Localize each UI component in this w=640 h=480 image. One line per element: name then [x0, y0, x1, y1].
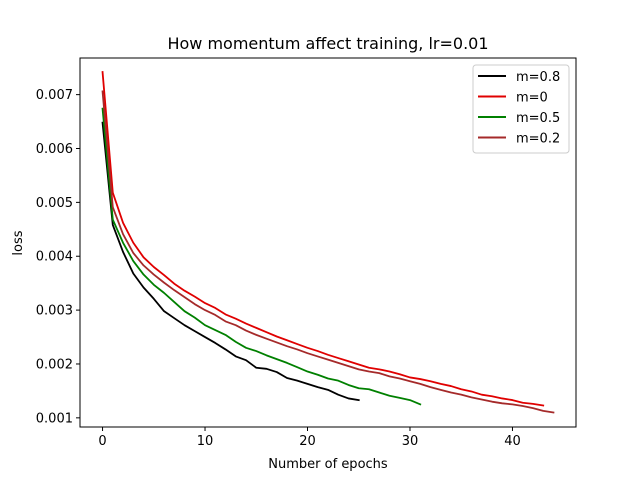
x-tick-label: 30 — [402, 434, 419, 449]
chart-title: How momentum affect training, lr=0.01 — [167, 34, 488, 53]
y-tick-label: 0.006 — [36, 142, 73, 157]
y-tick-label: 0.002 — [36, 357, 73, 372]
legend-label: m=0.5 — [516, 111, 560, 126]
legend: m=0.8 m=0 m=0.5 m=0.2 — [472, 64, 570, 154]
y-tick-label: 0.003 — [36, 304, 73, 319]
series-line-m-0-5 — [101, 107, 422, 406]
y-axis-label: loss — [11, 230, 26, 255]
y-axis: 0.001 0.002 0.003 0.004 0.005 0.006 0.007 — [36, 88, 80, 426]
series-line-m-0-2 — [101, 90, 555, 414]
x-axis-label: Number of epochs — [268, 457, 388, 472]
y-tick-label: 0.005 — [36, 196, 73, 211]
legend-label: m=0.2 — [516, 132, 560, 147]
y-tick-label: 0.001 — [36, 411, 73, 426]
axes-frame — [79, 57, 577, 428]
y-tick-label: 0.004 — [36, 250, 73, 265]
legend-box — [472, 64, 570, 154]
plot-series — [101, 71, 555, 414]
x-tick-label: 10 — [197, 434, 214, 449]
x-tick-label: 0 — [98, 434, 106, 449]
x-tick-label: 20 — [299, 434, 316, 449]
y-tick-label: 0.007 — [36, 88, 73, 103]
x-tick-label: 40 — [504, 434, 521, 449]
legend-label: m=0 — [516, 91, 548, 106]
series-line-m-0 — [101, 71, 545, 407]
x-axis: 0 10 20 30 40 — [98, 427, 521, 449]
legend-label: m=0.8 — [516, 70, 560, 85]
series-line-m-0-8 — [101, 121, 360, 402]
